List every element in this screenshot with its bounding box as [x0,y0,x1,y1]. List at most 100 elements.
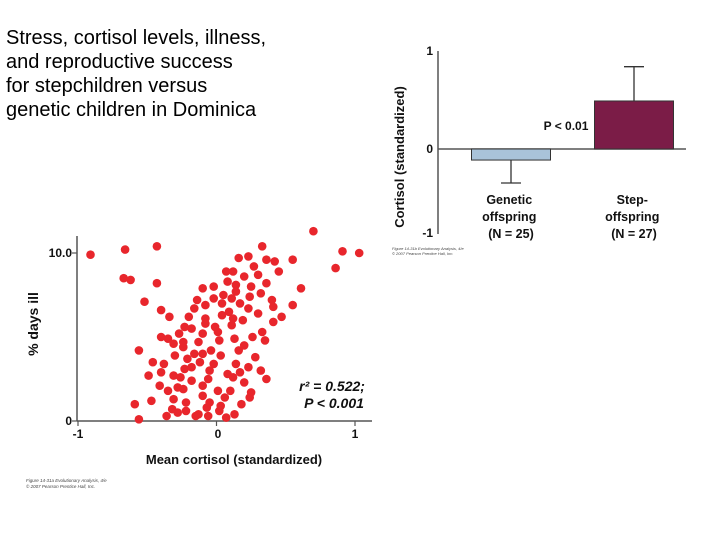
scatter-point [216,401,225,411]
scatter-point [227,294,236,303]
scatter-point [155,381,164,390]
scatter-point [194,337,203,347]
scatter-point [167,404,177,414]
scatter-point [156,305,166,315]
scatter-point [198,381,207,390]
scatter-point [203,374,213,384]
bar-y-tick-label: -1 [422,226,433,240]
scatter-point [244,252,253,261]
scatter-point [201,319,210,328]
scatter-point [244,304,253,313]
scatter-point [163,334,173,343]
bar-y-tick-label: 1 [426,44,433,58]
scatter-point [184,312,194,322]
scatter-point [156,332,166,342]
scatter-point [354,248,364,258]
scatter-point [217,310,227,320]
bar-p-value-annotation: P < 0.01 [544,119,589,133]
scatter-point [130,399,140,409]
scatter-point [239,378,249,387]
scatter-point [256,289,266,298]
scatter-y-tick-label: 0 [65,414,72,428]
scatter-point [226,386,235,396]
scatter-point [235,368,245,377]
scatter-point [223,369,232,379]
scatter-point [228,314,238,323]
scatter-point [217,299,227,308]
scatter-point [156,368,166,377]
scatter-point [230,410,239,419]
scatter-point [269,302,278,312]
scatter-point [216,351,225,360]
scatter-point [220,393,230,402]
scatter-point [270,257,280,266]
scatter-point [260,336,270,345]
scatter-point [257,327,267,337]
scatter-y-tick-label: 10.0 [49,246,73,260]
scatter-point [231,359,241,369]
scatter-point [190,304,199,313]
title-line: genetic children in Dominica [6,99,257,121]
title-line: and reproductive success [6,51,233,73]
scatter-point [309,226,318,236]
scatter-point [213,327,223,337]
scatter-point [251,352,260,362]
scatter-point [195,357,205,367]
scatter-x-tick-label: 0 [215,427,222,441]
scatter-point [253,309,263,318]
scatter-point [227,320,236,330]
scatter-point [152,242,162,251]
scatter-point [191,411,200,421]
scatter-point [230,334,239,343]
scatter-point [181,406,191,416]
illness-scatter-plot: % days ill 10.0 0 -1 0 1 Mean cortisol (… [25,226,372,489]
scatter-point [169,339,178,348]
scatter-point [203,411,213,421]
scatter-point [198,391,207,401]
scatter-point [126,275,135,285]
scatter-point [180,364,189,374]
scatter-figure-credit: Figure 14-31a Evolutionary Analysis, 4/e… [26,478,108,489]
scatter-point [169,394,178,404]
slide-title: Stress, cortisol levels, illness, and re… [6,26,336,122]
scatter-point [205,366,214,375]
scatter-point [192,295,202,305]
scatter-point [239,341,249,350]
scatter-point [134,415,144,424]
scatter-point [170,351,180,360]
scatter-point [234,346,243,355]
scatter-point [331,263,340,273]
scatter-point [296,284,306,293]
scatter-point [183,354,192,364]
scatter-point [246,282,256,291]
scatter-point [144,371,153,380]
scatter-point [221,413,231,422]
scatter-point [134,346,144,355]
scatter-point [237,399,246,409]
scatter-point [262,374,271,384]
bar-category-label-genetic: Genetic offspring (N = 25) [482,193,540,241]
scatter-point [274,267,284,276]
scatter-point [257,242,267,251]
scatter-point [224,307,234,317]
scatter-point [198,284,207,293]
scatter-point [288,300,298,310]
bar [594,100,674,150]
scatter-point [221,267,231,276]
scatter-point [256,366,266,375]
scatter-point [231,280,241,290]
scatter-point [147,396,156,406]
scatter-point [245,292,254,301]
scatter-point [228,267,238,276]
scatter-point [187,324,196,333]
title-line: for stepchildren versus [6,75,208,97]
scatter-point [159,359,169,369]
scatter-point [198,329,207,338]
scatter-point [119,273,128,283]
scatter-point [86,250,95,259]
scatter-x-axis-label: Mean cortisol (standardized) [146,452,322,467]
scatter-point [338,247,347,256]
scatter-x-tick-label: -1 [73,427,84,441]
scatter-point [148,357,158,367]
scatter-point [162,411,171,421]
